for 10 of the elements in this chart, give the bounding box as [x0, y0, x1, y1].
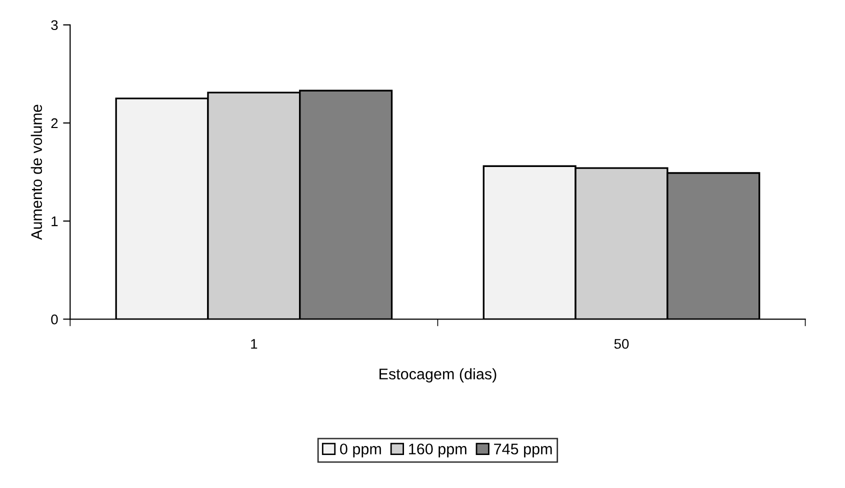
x-tick-label: 50 [614, 338, 629, 349]
legend-label: 745 ppm [494, 444, 552, 458]
legend-label: 0 ppm [340, 444, 381, 458]
y-tick-label: 2 [51, 118, 58, 128]
legend-label: 160 ppm [409, 444, 466, 458]
y-tick-label: 3 [51, 20, 58, 30]
y-axis-title: Aumento de volume [30, 104, 42, 240]
x-axis-title: Estocagem (dias) [380, 368, 496, 382]
y-tick-label: 0 [51, 314, 58, 324]
y-tick-label: 1 [52, 216, 58, 226]
